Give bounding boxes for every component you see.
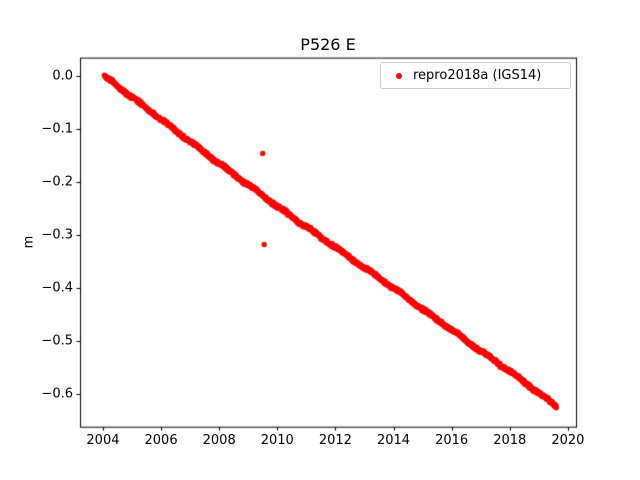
y-tick-label: −0.1 <box>41 121 73 137</box>
x-tick-label: 2006 <box>144 433 178 449</box>
chart-title: P526 E <box>300 35 356 54</box>
legend-label: repro2018a (IGS14) <box>413 68 542 83</box>
y-tick-label: −0.5 <box>41 333 73 349</box>
x-tick-label: 2012 <box>318 433 352 449</box>
x-tick-label: 2020 <box>551 433 585 449</box>
x-tick-label: 2014 <box>376 433 411 449</box>
x-tick-label: 2010 <box>260 433 294 449</box>
x-tick-label: 2018 <box>493 433 527 449</box>
x-tick-label: 2008 <box>202 433 236 449</box>
y-axis-label: m <box>21 235 37 249</box>
x-tick-label: 2004 <box>86 433 120 449</box>
legend: repro2018a (IGS14) <box>380 62 571 89</box>
x-tick-label: 2016 <box>435 433 469 449</box>
y-tick-label: −0.4 <box>41 280 73 296</box>
y-tick-label: −0.2 <box>41 174 73 190</box>
y-tick-label: −0.6 <box>41 386 73 402</box>
y-tick-label: 0.0 <box>52 68 73 84</box>
y-tick-label: −0.3 <box>41 227 73 243</box>
legend-marker-dot <box>396 72 402 79</box>
